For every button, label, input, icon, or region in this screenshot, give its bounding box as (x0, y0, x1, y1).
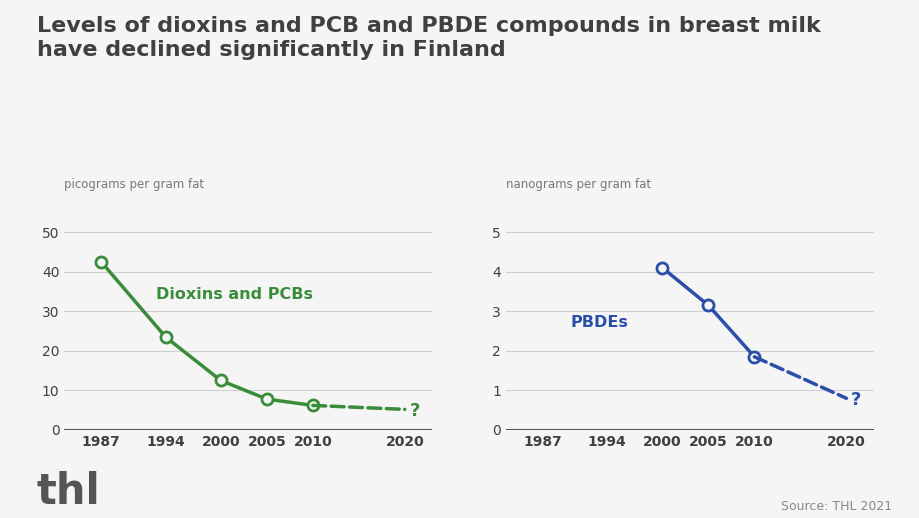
Text: PBDEs: PBDEs (570, 315, 628, 330)
Text: Dioxins and PCBs: Dioxins and PCBs (156, 287, 313, 303)
Text: thl: thl (37, 471, 100, 513)
Text: Source: THL 2021: Source: THL 2021 (780, 500, 891, 513)
Text: ?: ? (850, 391, 860, 409)
Text: Levels of dioxins and PCB and PBDE compounds in breast milk
have declined signif: Levels of dioxins and PCB and PBDE compo… (37, 16, 820, 60)
Text: picograms per gram fat: picograms per gram fat (64, 178, 204, 191)
Text: ?: ? (409, 401, 419, 420)
Text: nanograms per gram fat: nanograms per gram fat (505, 178, 651, 191)
